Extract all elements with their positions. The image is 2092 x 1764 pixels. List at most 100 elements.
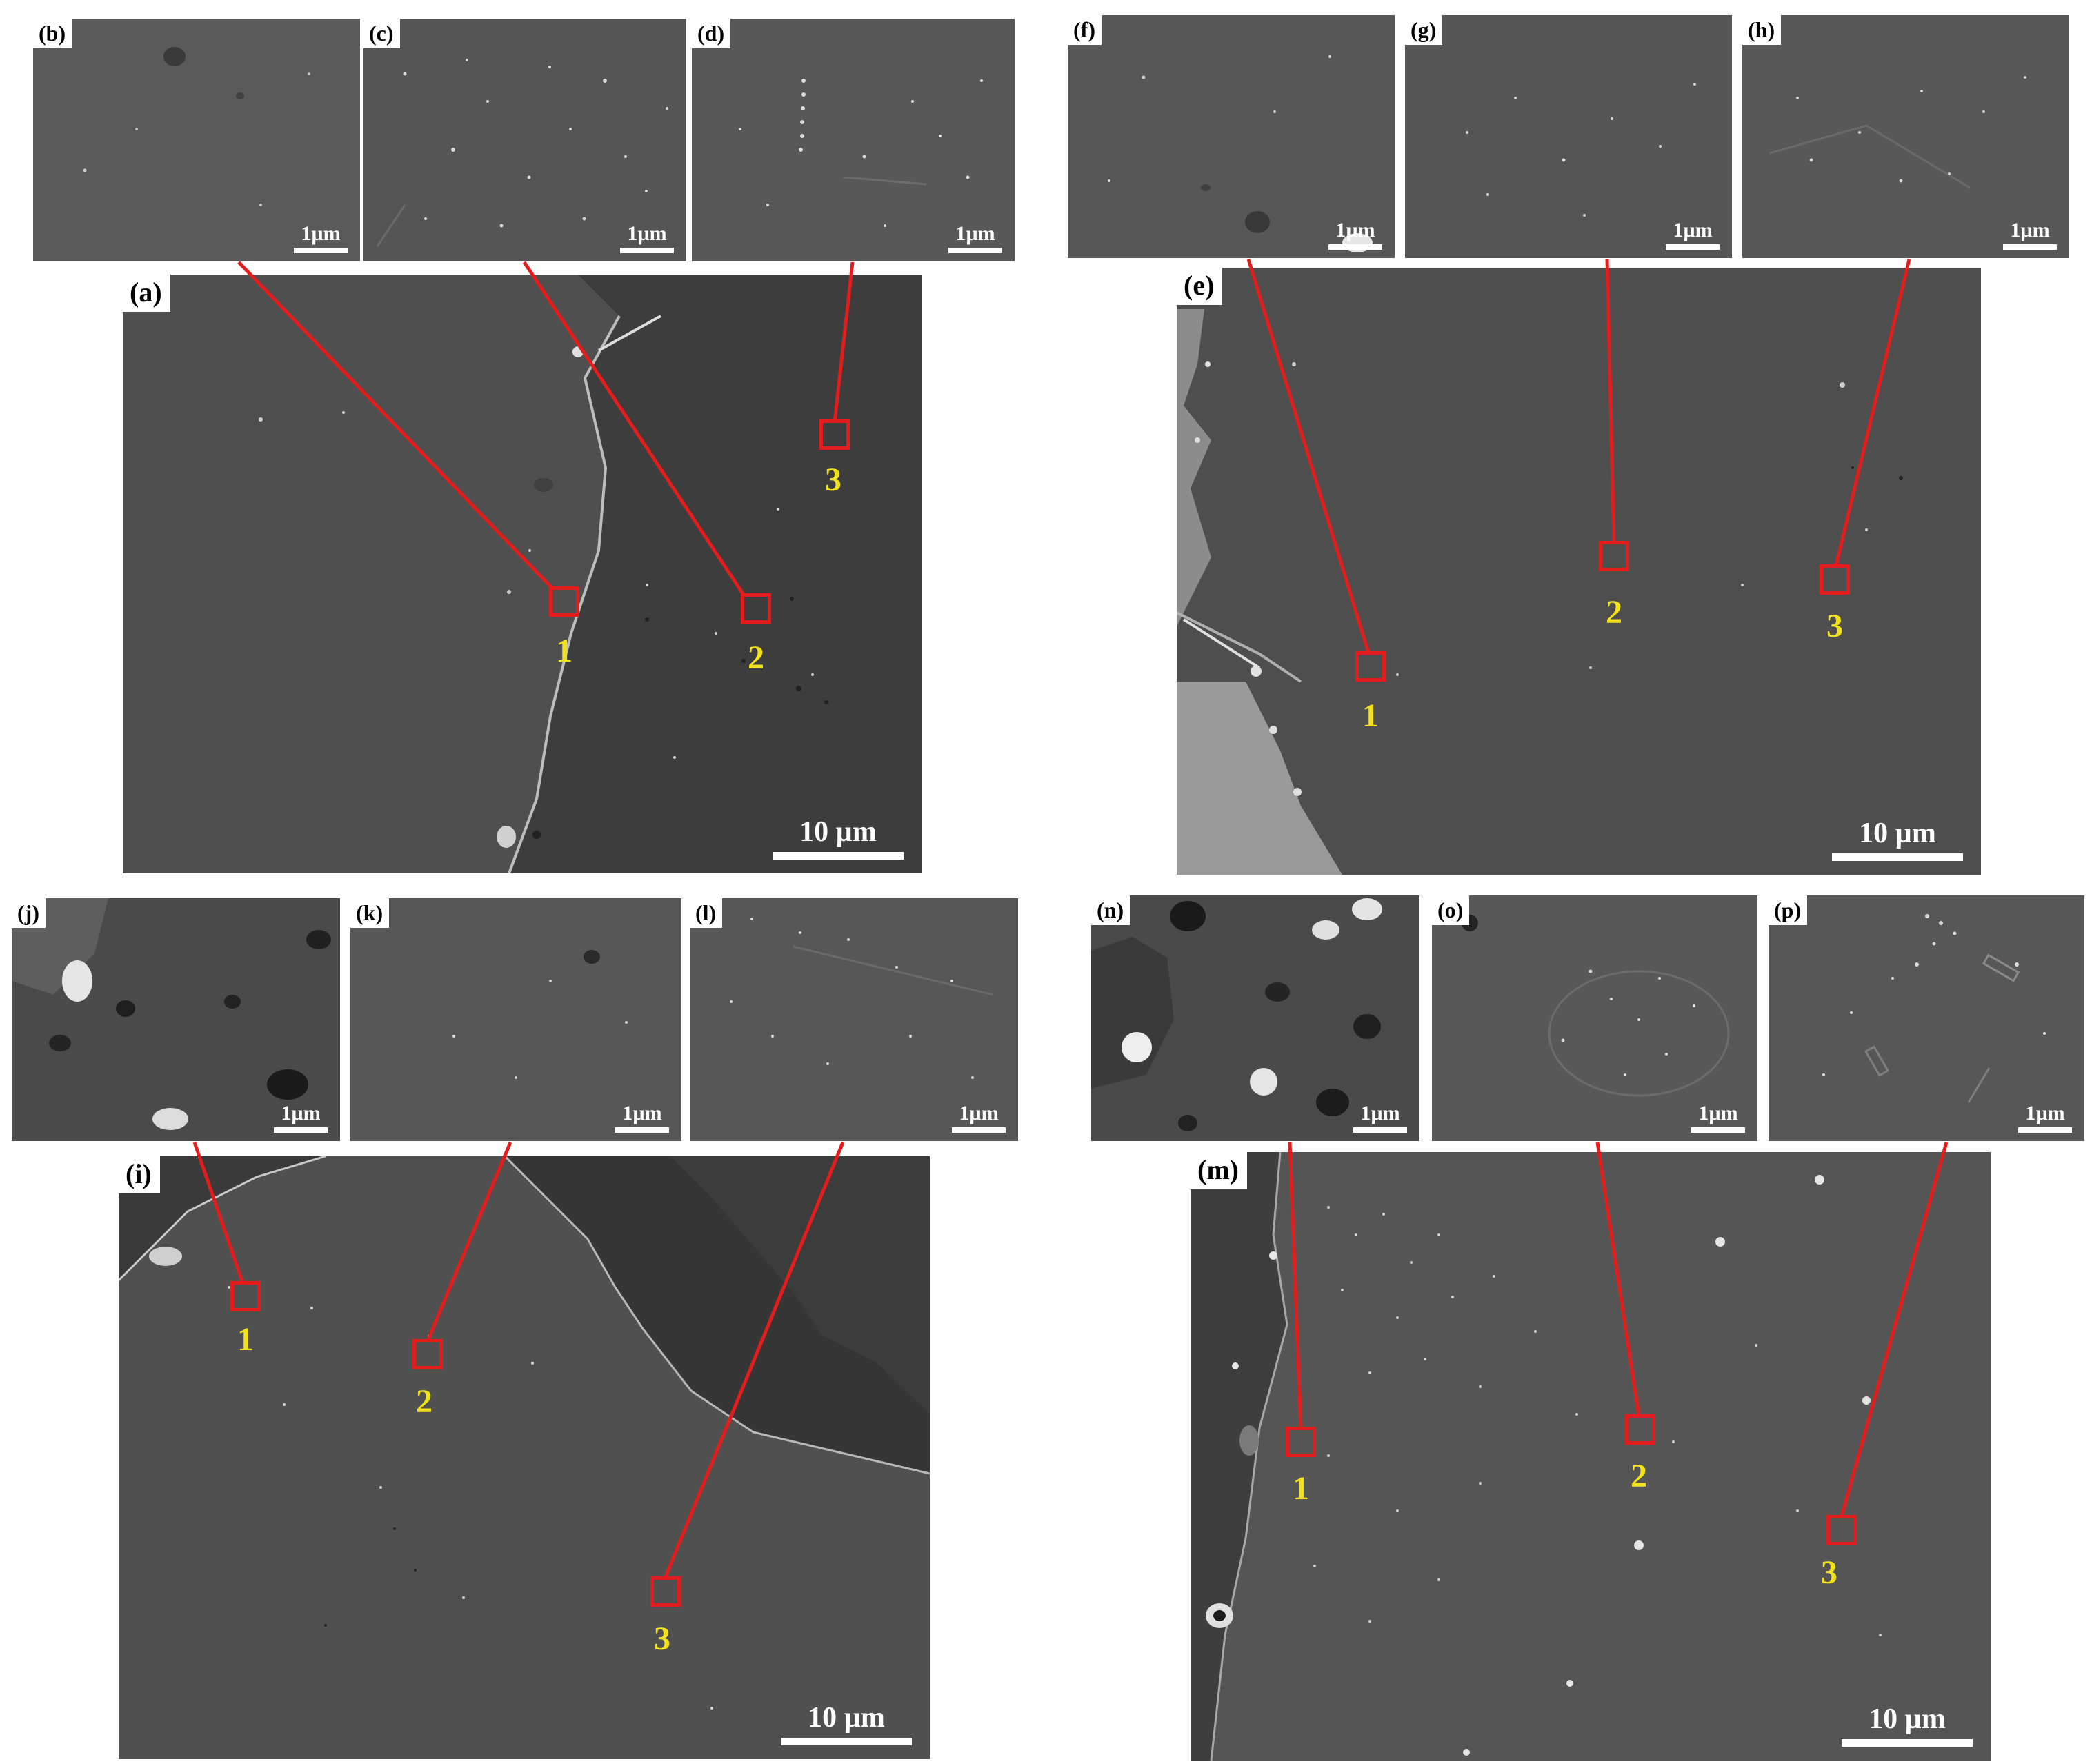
sem-texture bbox=[363, 19, 686, 261]
scale-bar-line bbox=[773, 852, 904, 860]
inset-panel-p: (p) 1µm bbox=[1769, 895, 2084, 1141]
panel-label: (h) bbox=[1742, 15, 1782, 45]
panel-label: (l) bbox=[690, 898, 723, 928]
region-label-e-1: 1 bbox=[1362, 697, 1379, 734]
scale-bar-text: 1µm bbox=[627, 222, 667, 245]
scale-bar-line bbox=[1666, 244, 1720, 250]
inset-panel-d: (d) 1µm bbox=[692, 19, 1015, 261]
inset-panel-g: (g) 1µm bbox=[1405, 15, 1732, 258]
sem-texture bbox=[1432, 895, 1757, 1141]
scale-bar-text: 1µm bbox=[1673, 219, 1713, 241]
inset-panel-b: (b) 1µm bbox=[33, 19, 360, 261]
sem-texture bbox=[690, 898, 1018, 1141]
scale-bar: 1µm bbox=[2018, 1103, 2072, 1133]
region-label-a-1: 1 bbox=[556, 633, 572, 669]
scale-bar-text: 10 µm bbox=[799, 816, 877, 848]
scale-bar: 1µm bbox=[952, 1103, 1006, 1133]
region-marker-a-3 bbox=[819, 419, 850, 450]
region-label-m-2: 2 bbox=[1631, 1458, 1647, 1494]
panel-label: (p) bbox=[1769, 895, 1808, 925]
panel-label: (o) bbox=[1432, 895, 1470, 925]
panel-label: (b) bbox=[33, 19, 72, 48]
region-label-m-1: 1 bbox=[1293, 1470, 1309, 1507]
scale-bar-text: 1µm bbox=[301, 222, 341, 245]
region-label-i-2: 2 bbox=[416, 1383, 432, 1420]
scale-bar: 1µm bbox=[274, 1103, 328, 1133]
region-marker-e-1 bbox=[1355, 651, 1386, 682]
sem-texture bbox=[1177, 268, 1981, 875]
panel-label: (a) bbox=[123, 275, 170, 312]
region-marker-e-2 bbox=[1599, 541, 1629, 571]
scale-bar-line bbox=[1832, 853, 1963, 861]
scale-bar: 1µm bbox=[1691, 1103, 1745, 1133]
region-marker-i-1 bbox=[230, 1281, 261, 1311]
main-panel-e: (e) 10 µm bbox=[1177, 268, 1981, 875]
sem-texture bbox=[1742, 15, 2069, 258]
region-label-m-3: 3 bbox=[1821, 1554, 1837, 1591]
scale-bar-text: 1µm bbox=[281, 1102, 321, 1124]
scale-bar-line bbox=[1842, 1739, 1973, 1747]
scale-bar-line bbox=[952, 1127, 1006, 1133]
scale-bar-line bbox=[1328, 244, 1382, 250]
region-marker-a-2 bbox=[741, 593, 771, 624]
region-marker-i-3 bbox=[650, 1576, 681, 1607]
scale-bar: 1µm bbox=[615, 1103, 669, 1133]
panel-label: (c) bbox=[363, 19, 400, 48]
inset-panel-k: (k) 1µm bbox=[350, 898, 681, 1141]
scale-bar-line bbox=[948, 248, 1002, 253]
sem-texture bbox=[12, 898, 340, 1141]
scale-bar: 1µm bbox=[1328, 220, 1382, 250]
sem-texture bbox=[1769, 895, 2084, 1141]
main-panel-i: (i) 10 µm bbox=[119, 1156, 930, 1759]
scale-bar: 1µm bbox=[1353, 1103, 1407, 1133]
sem-texture bbox=[123, 275, 922, 873]
main-panel-a: (a) 10 µm bbox=[123, 275, 922, 873]
panel-label: (m) bbox=[1191, 1152, 1247, 1189]
inset-panel-c: (c) 1µm bbox=[363, 19, 686, 261]
scale-bar-text: 1µm bbox=[1360, 1102, 1400, 1124]
panel-label: (g) bbox=[1405, 15, 1443, 45]
panel-label: (n) bbox=[1091, 895, 1130, 925]
scale-bar: 1µm bbox=[948, 224, 1002, 253]
scale-bar: 1µm bbox=[1666, 220, 1720, 250]
scale-bar: 10 µm bbox=[1832, 819, 1963, 861]
scale-bar-text: 1µm bbox=[959, 1102, 999, 1124]
sem-texture bbox=[1091, 895, 1419, 1141]
scale-bar: 10 µm bbox=[1842, 1705, 1973, 1747]
sem-texture bbox=[692, 19, 1015, 261]
sem-texture bbox=[33, 19, 360, 261]
scale-bar-line bbox=[294, 248, 348, 253]
panel-label: (j) bbox=[12, 898, 46, 928]
scale-bar-text: 1µm bbox=[1335, 219, 1375, 241]
inset-panel-f: (f) 1µm bbox=[1068, 15, 1395, 258]
scale-bar: 1µm bbox=[2003, 220, 2057, 250]
inset-panel-n: (n) 1µm bbox=[1091, 895, 1419, 1141]
panel-label: (i) bbox=[119, 1156, 160, 1193]
inset-panel-h: (h) 1µm bbox=[1742, 15, 2069, 258]
scale-bar-text: 1µm bbox=[2010, 219, 2050, 241]
scale-bar-line bbox=[615, 1127, 669, 1133]
scale-bar-line bbox=[1353, 1127, 1407, 1133]
scale-bar: 1µm bbox=[620, 224, 674, 253]
inset-panel-j: (j) 1µm bbox=[12, 898, 340, 1141]
scale-bar-line bbox=[2018, 1127, 2072, 1133]
region-marker-m-1 bbox=[1286, 1427, 1316, 1457]
scale-bar-text: 1µm bbox=[955, 222, 995, 245]
scale-bar-text: 1µm bbox=[1698, 1102, 1738, 1124]
scale-bar: 10 µm bbox=[781, 1703, 912, 1745]
inset-panel-l: (l) 1µm bbox=[690, 898, 1018, 1141]
sem-texture bbox=[1405, 15, 1732, 258]
region-label-i-1: 1 bbox=[237, 1321, 254, 1358]
region-label-a-2: 2 bbox=[748, 640, 764, 676]
scale-bar-text: 10 µm bbox=[808, 1702, 885, 1734]
scale-bar: 1µm bbox=[294, 224, 348, 253]
sem-texture bbox=[1068, 15, 1395, 258]
scale-bar-line bbox=[274, 1127, 328, 1133]
region-label-a-3: 3 bbox=[825, 462, 841, 498]
region-marker-m-3 bbox=[1826, 1515, 1857, 1545]
scale-bar-text: 1µm bbox=[2025, 1102, 2065, 1124]
panel-label: (f) bbox=[1068, 15, 1102, 45]
region-label-i-3: 3 bbox=[654, 1621, 670, 1657]
scale-bar-line bbox=[1691, 1127, 1745, 1133]
region-label-e-2: 2 bbox=[1606, 594, 1622, 631]
